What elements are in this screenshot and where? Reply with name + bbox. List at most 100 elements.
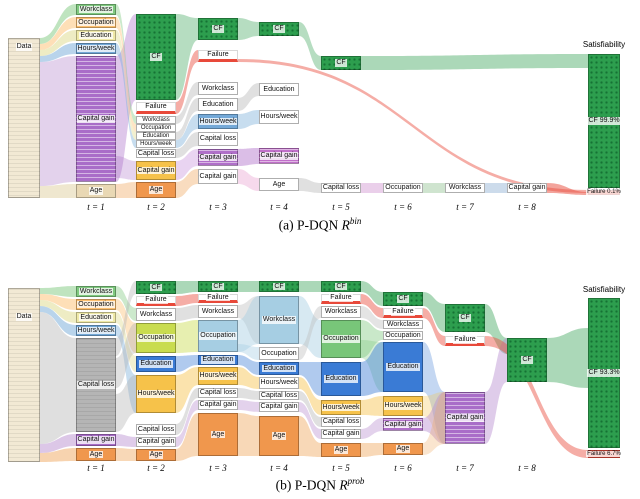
node-occupation: Occupation [136,323,176,353]
flow-ribbon [299,362,321,396]
node-label: Hours/week [139,140,173,148]
flow-ribbon [361,306,383,329]
flow-ribbon [238,59,588,193]
flow-ribbon [361,320,383,358]
node-label: Capital loss [321,418,361,426]
flow-ribbon [238,344,259,360]
node-age: Age [136,449,176,461]
satisfiability-title: Satisfiability [582,40,626,49]
node-education: Education [198,355,238,365]
flow-ribbon [238,296,259,352]
flow-ribbon [361,443,383,457]
t-axis-label: t = 6 [394,463,412,473]
node-label: Capital gain [76,436,116,444]
node-workclass: Workclass [383,320,423,329]
flow-ribbon [116,281,136,356]
flow-ribbon [361,281,383,306]
flow-ribbon [176,50,198,114]
flow-ribbon [238,281,259,292]
node-label: Capital loss [136,149,176,158]
flow-ribbon [238,148,259,166]
node-label: Education [201,100,235,109]
node-label: CF [212,282,224,291]
flow-ribbon [176,114,198,148]
node-workclass: Workclass [136,308,176,321]
caption-panel-a: (a) P-DQN Rbin [0,216,640,234]
node-label: CF [273,282,285,291]
caption-panel-b: (b) P-DQN Rprob [0,476,640,494]
flow-ribbon [116,4,136,124]
node-hours-week: Hours/week [136,375,176,413]
node-label: Occupation [260,349,298,358]
node-label: Hours/week [136,390,176,398]
node-capital-gain: Capital gain [198,400,238,410]
flow-ribbon [176,388,198,435]
node-workclass: Workclass [76,286,116,297]
node-label: Capital gain [259,403,299,411]
node-label: Age [88,450,104,459]
node-label: Capital loss [259,391,299,400]
node-label: CF [212,25,224,33]
flow-ribbon [176,98,198,140]
flow-ribbon [299,22,321,70]
flow-ribbon [485,183,507,193]
flow-ribbon [116,156,136,180]
flow-ribbon [116,323,136,388]
node-label: Occupation [384,184,422,192]
flow-ribbon [238,367,259,389]
flow-ribbon [176,413,198,461]
flow-ribbon [40,4,76,44]
node-capital-loss: Capital loss [259,391,299,400]
node-label: Age [271,432,287,440]
flow-ribbon [116,434,136,447]
node-label: Hours/week [259,113,299,121]
node-label: Hours/week [321,403,361,412]
node-label: Failure [453,336,477,344]
flow-ribbon [176,169,198,198]
node-failure: Failure [136,296,176,306]
node-age: Age [321,443,361,457]
flow-ribbon [485,336,588,458]
node-label: Workclass [385,320,421,329]
node-occupation: Occupation [321,320,361,358]
node-hours-week: Hours/week [259,110,299,124]
node-failure: Failure [198,293,238,303]
node-label: Hours/week [198,117,238,126]
node-cf-99.9%: CF 99.9% [587,54,621,188]
node-label: Failure [144,296,168,304]
node-age: Age [136,182,176,198]
node-capital-gain: Capital gain [198,149,238,166]
node-label: Hours/week [76,326,116,335]
flow-ribbon [40,294,76,310]
t-axis-label: t = 3 [209,202,227,212]
node-occupation: Occupation [76,17,116,28]
node-label: Occupation [139,124,173,132]
node-education: Education [76,30,116,41]
flow-ribbon [423,392,445,444]
t-axis-label: t = 7 [456,463,474,473]
flow-ribbon [116,30,136,140]
flow-ribbon [40,184,76,198]
node-label: Occupation [137,334,175,342]
satisfiability-title: Satisfiability [582,285,626,294]
node-label: CF [459,314,471,322]
node-failure-0.1%: Failure 0.1% [586,189,622,196]
node-capital-gain: Capital gain [136,161,176,180]
flow-ribbon [485,304,507,354]
node-label: Failure [329,294,353,302]
node-label: Capital gain [136,166,176,175]
t-axis-label: t = 6 [394,202,412,212]
flow-ribbon [238,355,259,375]
node-age: Age [76,184,116,198]
node-age: Age [259,178,299,191]
flow-ribbon [40,30,76,56]
node-cf: CF [259,281,299,292]
node-capital-loss: Capital loss [198,132,238,146]
node-occupation: Occupation [259,347,299,360]
flow-ribbon [176,320,198,353]
node-label: Occupation [199,332,237,340]
t-axis-label: t = 2 [147,202,165,212]
node-label: Capital gain [259,152,299,160]
node-cf-93.3%: CF 93.3% [587,298,621,448]
